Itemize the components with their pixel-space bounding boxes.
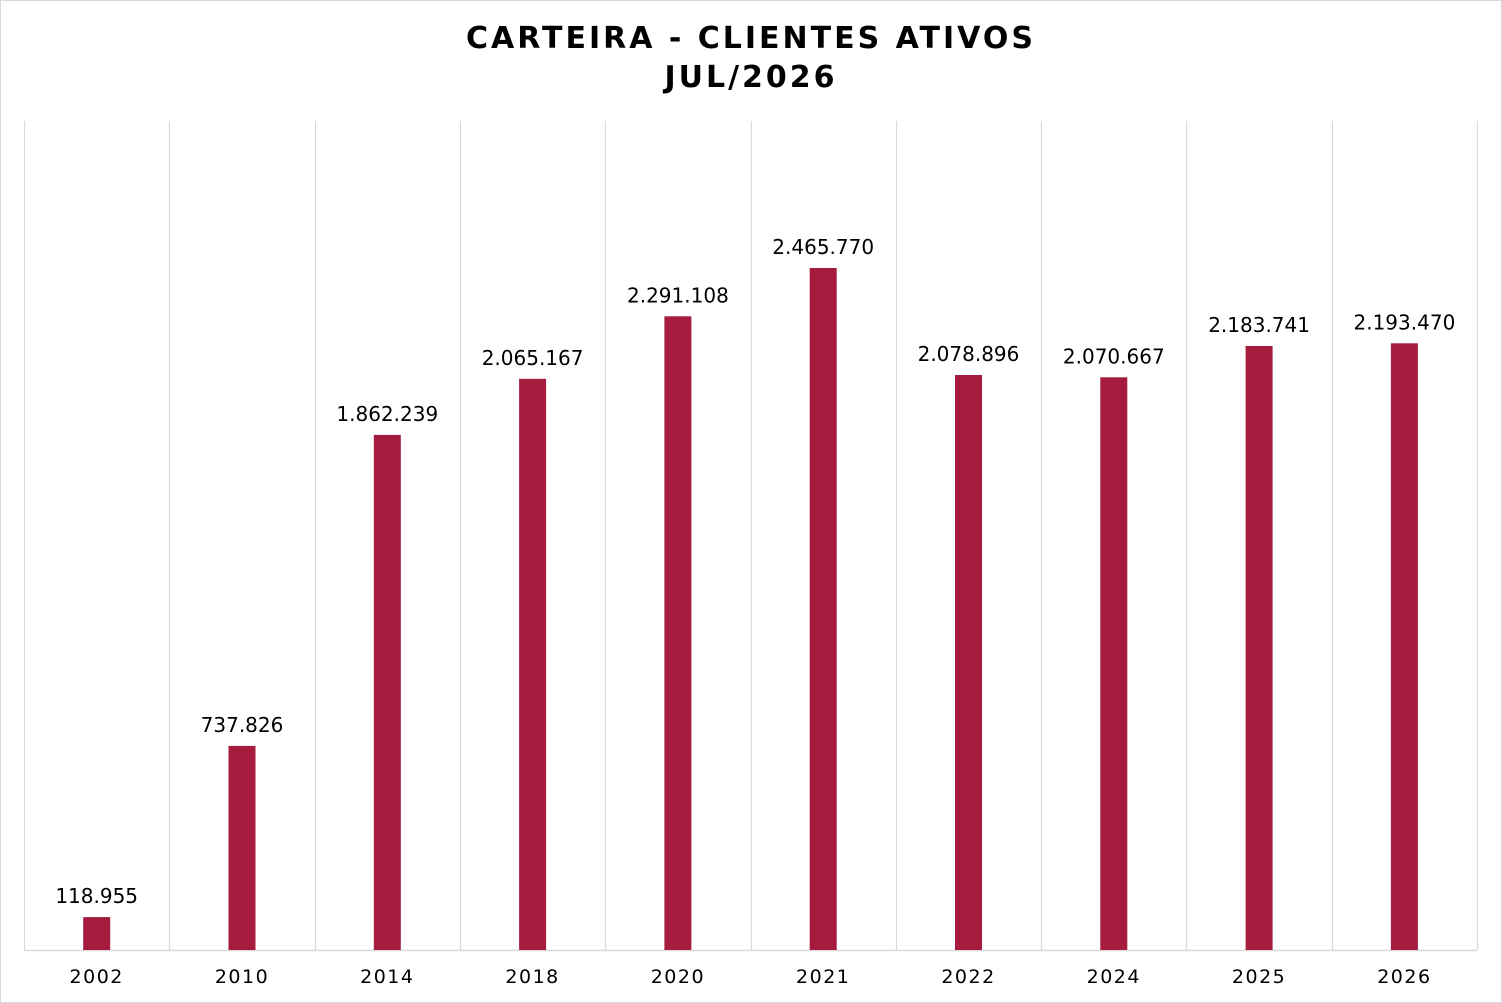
bar-2022 [955, 375, 982, 950]
x-tick-label-2021: 2021 [796, 966, 850, 988]
x-tick-label-2020: 2020 [651, 966, 705, 988]
data-label-2014: 1.862.239 [336, 402, 438, 426]
chart-subtitle: JUL/2026 [664, 60, 838, 95]
x-tick-label-2014: 2014 [360, 966, 414, 988]
x-tick-label-2024: 2024 [1087, 966, 1141, 988]
x-tick-label-2002: 2002 [70, 966, 124, 988]
bar-2025 [1245, 346, 1273, 950]
data-label-2020: 2.291.108 [627, 283, 729, 307]
chart-title: CARTEIRA - CLIENTES ATIVOS [466, 21, 1036, 56]
x-tick-label-2025: 2025 [1232, 966, 1286, 988]
data-label-2026: 2.193.470 [1354, 310, 1456, 334]
data-label-2025: 2.183.741 [1208, 313, 1310, 337]
data-label-2010: 737.826 [201, 713, 284, 737]
data-label-2022: 2.078.896 [918, 342, 1020, 366]
bar-2010 [228, 745, 256, 950]
x-tick-label-2010: 2010 [215, 966, 269, 988]
x-tick-label-2022: 2022 [941, 966, 995, 988]
bar-2002 [83, 917, 111, 950]
data-label-2018: 2.065.167 [482, 346, 584, 370]
bar-2020 [664, 316, 692, 950]
bar-2021 [809, 268, 837, 950]
chart-title-block: CARTEIRA - CLIENTES ATIVOS JUL/2026 [1, 19, 1501, 97]
bar-2018 [519, 378, 547, 950]
data-label-2021: 2.465.770 [772, 235, 874, 259]
data-label-2024: 2.070.667 [1063, 344, 1165, 368]
bar-2026 [1390, 343, 1418, 950]
bar-2014 [373, 434, 401, 950]
x-tick-label-2018: 2018 [505, 966, 559, 988]
bar-2024 [1100, 377, 1128, 950]
x-tick-label-2026: 2026 [1377, 966, 1431, 988]
data-label-2002: 118.955 [55, 884, 138, 908]
